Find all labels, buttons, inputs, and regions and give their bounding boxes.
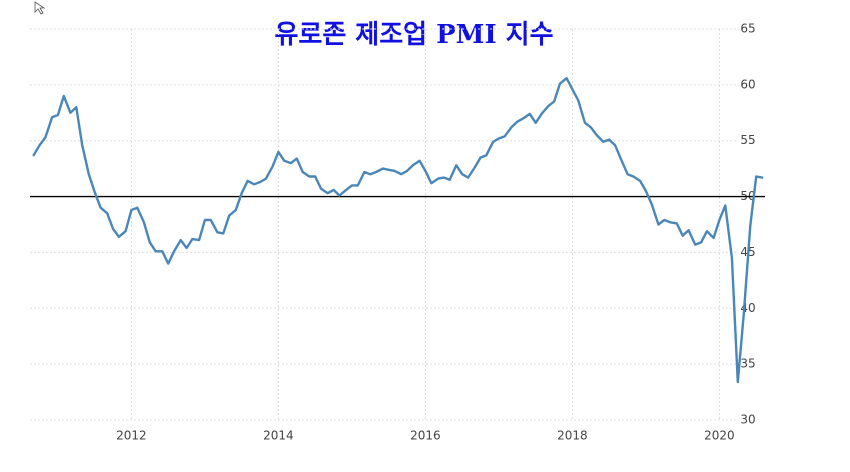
y-tick-label: 35 <box>740 357 755 371</box>
x-tick-label: 2016 <box>410 429 441 443</box>
x-tick-label: 2012 <box>116 429 147 443</box>
y-tick-label: 30 <box>740 413 755 427</box>
x-tick-label: 2014 <box>263 429 294 443</box>
y-tick-label: 65 <box>740 22 755 36</box>
y-tick-label: 60 <box>740 77 755 91</box>
data-line <box>32 77 764 384</box>
cursor-icon <box>34 1 46 15</box>
x-tick-label: 2020 <box>704 429 735 443</box>
x-tick-label: 2018 <box>557 429 588 443</box>
chart-title: 유로존 제조업 PMI 지수 <box>274 20 553 50</box>
y-tick-label: 40 <box>740 301 755 315</box>
y-tick-label: 55 <box>740 133 755 147</box>
